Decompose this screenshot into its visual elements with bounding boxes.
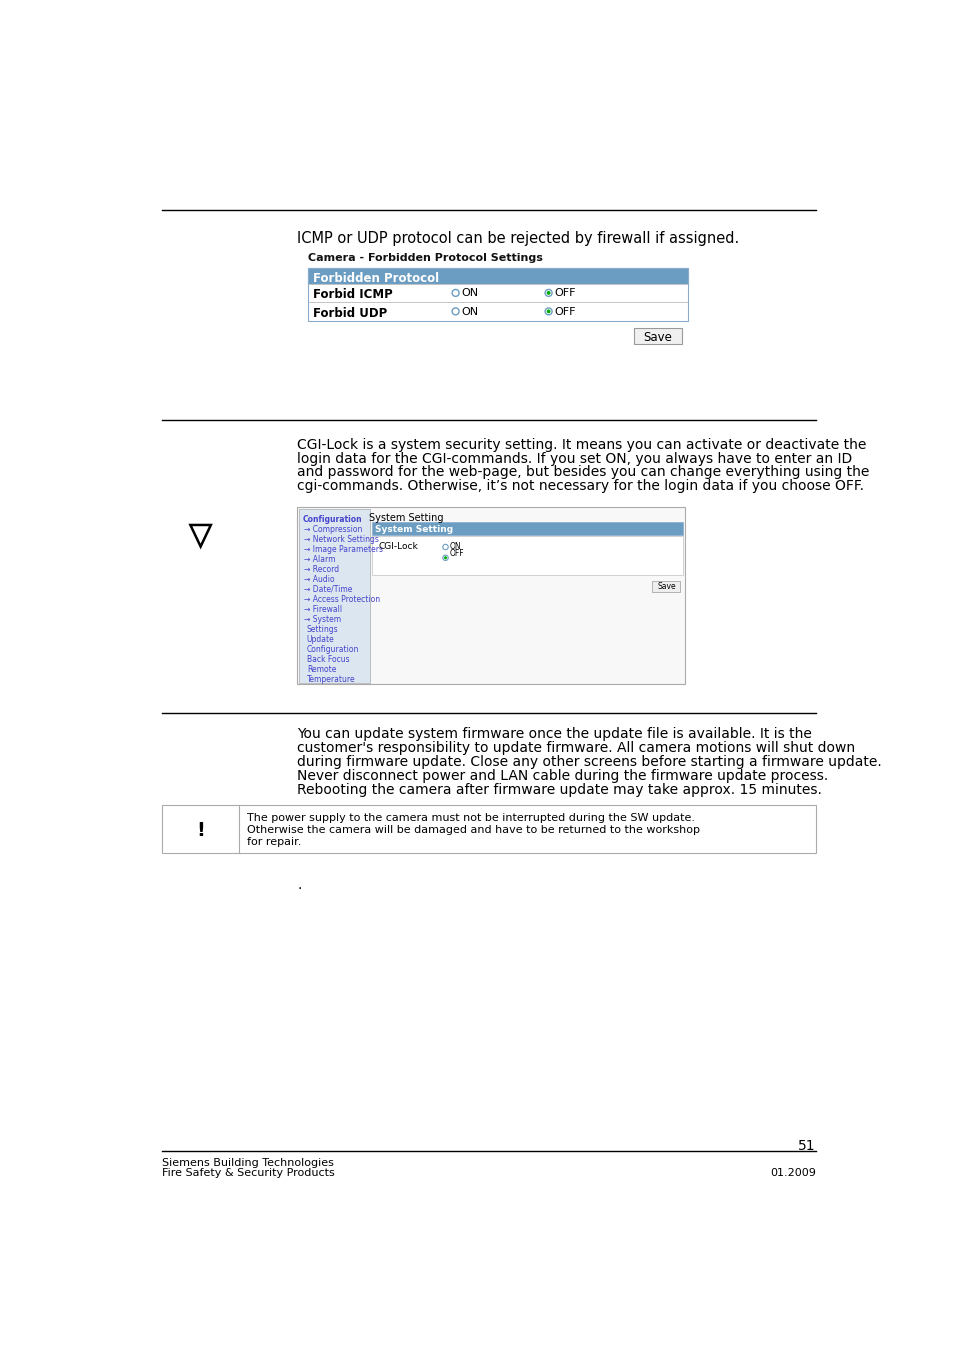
- Text: → Alarm: → Alarm: [303, 555, 335, 564]
- Text: Update: Update: [307, 634, 335, 644]
- Text: .: .: [297, 878, 301, 892]
- Text: 01.2009: 01.2009: [769, 1168, 815, 1179]
- Text: ICMP or UDP protocol can be rejected by firewall if assigned.: ICMP or UDP protocol can be rejected by …: [297, 231, 739, 246]
- Text: → Network Settings: → Network Settings: [303, 535, 378, 544]
- Bar: [162, 805, 815, 853]
- Bar: [652, 580, 679, 591]
- Text: Forbid ICMP: Forbid ICMP: [313, 289, 393, 301]
- Text: → Date/Time: → Date/Time: [303, 585, 352, 594]
- Circle shape: [443, 556, 447, 559]
- Text: ON: ON: [460, 306, 477, 317]
- Text: Never disconnect power and LAN cable during the firmware update process.: Never disconnect power and LAN cable dur…: [297, 768, 828, 783]
- Text: Rebooting the camera after firmware update may take approx. 15 minutes.: Rebooting the camera after firmware upda…: [297, 783, 821, 796]
- Text: → Image Parameters: → Image Parameters: [303, 544, 382, 554]
- Text: CGI-Lock is a system security setting. It means you can activate or deactivate t: CGI-Lock is a system security setting. I…: [297, 437, 866, 452]
- Text: OFF: OFF: [554, 289, 575, 298]
- Text: → Access Protection: → Access Protection: [303, 595, 379, 603]
- Text: Configuration: Configuration: [302, 514, 361, 524]
- Text: Fire Safety & Security Products: Fire Safety & Security Products: [162, 1168, 335, 1179]
- Text: !: !: [196, 821, 205, 840]
- Text: Configuration: Configuration: [307, 645, 358, 653]
- Text: → Compression: → Compression: [303, 525, 362, 533]
- Text: System Setting: System Setting: [375, 525, 453, 535]
- Text: during firmware update. Close any other screens before starting a firmware updat: during firmware update. Close any other …: [297, 755, 882, 770]
- Text: → Firewall: → Firewall: [303, 605, 341, 614]
- Text: cgi-commands. Otherwise, it’s not necessary for the login data if you choose OFF: cgi-commands. Otherwise, it’s not necess…: [297, 479, 863, 493]
- Text: The power supply to the camera must not be interrupted during the SW update.: The power supply to the camera must not …: [247, 813, 695, 822]
- Text: Temperature: Temperature: [307, 675, 355, 684]
- Text: CGI-Lock: CGI-Lock: [377, 543, 417, 551]
- Text: Settings: Settings: [307, 625, 338, 633]
- Bar: [298, 509, 370, 683]
- Text: Save: Save: [657, 582, 675, 591]
- Text: Siemens Building Technologies: Siemens Building Technologies: [162, 1157, 334, 1168]
- Bar: [297, 508, 684, 684]
- Text: ON: ON: [449, 543, 460, 551]
- Bar: [308, 269, 687, 320]
- Text: Back Focus: Back Focus: [307, 655, 349, 664]
- Text: OFF: OFF: [554, 306, 575, 317]
- Bar: [308, 269, 687, 284]
- Text: 51: 51: [798, 1139, 815, 1153]
- Text: OFF: OFF: [449, 549, 463, 558]
- Text: System Setting: System Setting: [369, 513, 443, 522]
- Text: You can update system firmware once the update file is available. It is the: You can update system firmware once the …: [297, 728, 812, 741]
- Bar: [372, 536, 682, 575]
- Circle shape: [546, 292, 550, 294]
- Text: customer's responsibility to update firmware. All camera motions will shut down: customer's responsibility to update firm…: [297, 741, 855, 755]
- Text: for repair.: for repair.: [247, 837, 301, 848]
- Text: → Record: → Record: [303, 564, 338, 574]
- Text: Otherwise the camera will be damaged and have to be returned to the workshop: Otherwise the camera will be damaged and…: [247, 825, 700, 834]
- Text: Camera - Forbidden Protocol Settings: Camera - Forbidden Protocol Settings: [308, 252, 542, 263]
- Text: Forbidden Protocol: Forbidden Protocol: [313, 273, 438, 285]
- Circle shape: [546, 309, 550, 313]
- Bar: [308, 284, 687, 302]
- Bar: [372, 522, 682, 535]
- Bar: [633, 328, 681, 344]
- Text: Save: Save: [642, 331, 672, 344]
- Text: Remote: Remote: [307, 664, 335, 674]
- Text: and password for the web-page, but besides you can change everything using the: and password for the web-page, but besid…: [297, 466, 869, 479]
- Text: ON: ON: [460, 289, 477, 298]
- Bar: [308, 302, 687, 320]
- Text: → Audio: → Audio: [303, 575, 334, 583]
- Text: login data for the CGI-commands. If you set ON, you always have to enter an ID: login data for the CGI-commands. If you …: [297, 451, 852, 466]
- Text: Forbid UDP: Forbid UDP: [313, 306, 387, 320]
- Text: → System: → System: [303, 614, 340, 624]
